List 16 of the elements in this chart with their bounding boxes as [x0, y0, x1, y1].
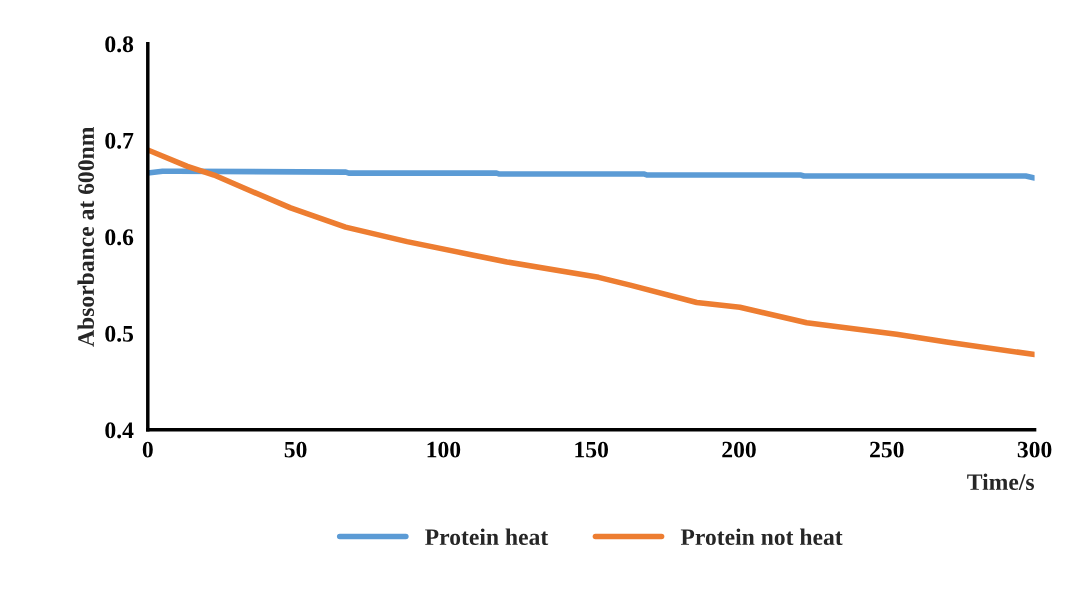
y-tick-label: 0.6 [105, 229, 134, 246]
x-tick-label: 50 [284, 441, 307, 458]
x-tick-label: 100 [427, 441, 461, 458]
x-tick-label: 0 [142, 441, 153, 458]
x-tick-label: 250 [870, 441, 904, 458]
legend-label: Protein heat [425, 528, 549, 546]
y-tick-label: 0.7 [105, 132, 134, 149]
y-tick-label: 0.4 [105, 422, 134, 439]
x-tick-label: 200 [722, 441, 756, 458]
x-tick-label: 150 [575, 441, 608, 458]
x-axis-title: Time/s [967, 473, 1035, 491]
legend-label: Protein not heat [680, 528, 843, 546]
y-tick-label: 0.5 [105, 325, 134, 342]
x-tick-label: 300 [1017, 441, 1052, 458]
y-axis-title: Absorbance at 600nm [77, 127, 95, 347]
y-tick-label: 0.8 [105, 36, 134, 53]
